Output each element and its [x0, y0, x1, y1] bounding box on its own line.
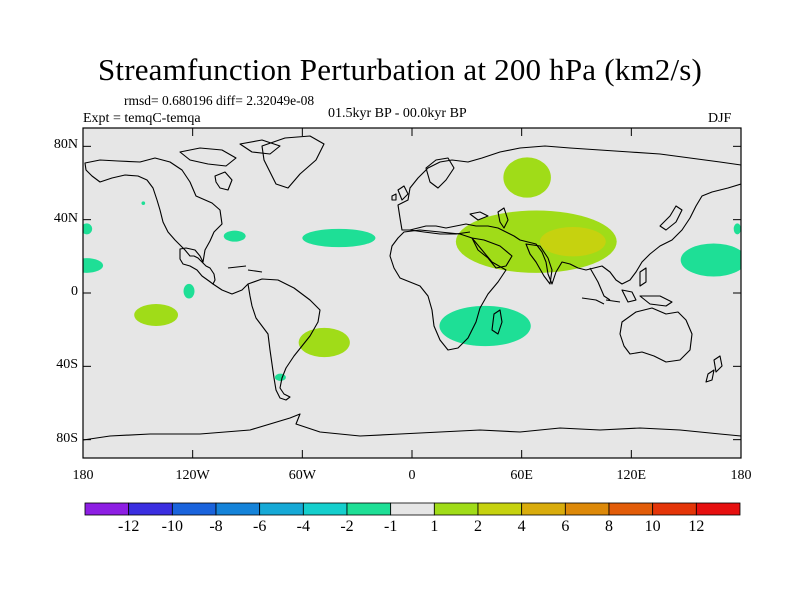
colorbar-swatch [390, 502, 435, 516]
axis-ticks [82, 128, 742, 458]
colorbar-swatch [346, 502, 392, 516]
hudson-bay-outline [214, 171, 233, 191]
anomaly-north-atlantic-negative [302, 228, 376, 248]
anomaly-tibet-core-positive [539, 227, 606, 257]
mediterranean-outline [409, 211, 489, 235]
arabia-coastline [471, 237, 513, 269]
africa-coastline [389, 229, 507, 351]
anomaly-layer [83, 157, 741, 382]
x-tick-label: 60E [510, 468, 533, 483]
colorbar-swatch [521, 502, 566, 516]
coastlines [83, 135, 741, 441]
x-tick-label: 120W [175, 468, 210, 483]
anomaly-west-pacific-negative [680, 243, 741, 277]
anomaly-south-pacific-positive [134, 304, 179, 326]
x-tick-label: 180 [72, 468, 94, 483]
colorbar-label: -10 [161, 518, 183, 535]
canadian-islands [179, 139, 281, 167]
anomaly-north-pacific-negative [141, 201, 146, 206]
anomaly-south-atlantic-positive [298, 327, 350, 358]
india-coastline [525, 243, 553, 285]
colorbar-swatch [564, 502, 610, 516]
colorbar-label: 12 [688, 518, 705, 535]
japan-coastline [659, 205, 683, 231]
new-zealand-coastline [705, 355, 723, 383]
x-tick-label: 180 [730, 468, 752, 483]
anomaly-southwest-atlantic-negative [274, 373, 286, 382]
colorbar-swatch [128, 502, 173, 516]
chart-title: Streamfunction Perturbation at 200 hPa (… [97, 52, 703, 87]
anomaly-dateline-east-negative [733, 223, 741, 235]
colorbar-label: -2 [340, 518, 354, 535]
colorbar [84, 502, 741, 516]
colorbar-swatch [215, 502, 261, 516]
antarctica-coastline [83, 413, 741, 441]
colorbar-swatch [477, 502, 523, 516]
colorbar-label: 10 [644, 518, 661, 535]
x-tick-label: 60W [288, 468, 316, 483]
colorbar-swatch [433, 502, 479, 516]
colorbar-swatch [608, 502, 654, 516]
colorbar-label: -4 [296, 518, 310, 535]
greenland-coastline [261, 135, 325, 189]
season-label: DJF [708, 111, 732, 126]
southeast-asia-coastline [581, 267, 673, 307]
x-tick-label: 120E [616, 468, 647, 483]
caspian-outline [497, 207, 509, 229]
anomaly-equatorial-pacific-negative [183, 283, 195, 299]
y-tick-label: 0 [71, 284, 78, 299]
colorbar-swatch [302, 502, 348, 516]
anomaly-east-pacific-negative [83, 258, 104, 273]
colorbar-label: -8 [209, 518, 223, 535]
colorbar-swatch [84, 502, 130, 516]
north-america-coastline [84, 157, 223, 285]
central-america-coastline [212, 283, 249, 295]
anomaly-gulf-of-mexico-negative [223, 230, 246, 242]
x-tick-label: 0 [408, 468, 416, 483]
stats-label: rmsd= 0.680196 diff= 2.32049e-08 [124, 93, 315, 108]
anomaly-dateline-north-negative [83, 223, 93, 235]
colorbar-label: 1 [430, 518, 439, 535]
anomaly-south-asia-positive [455, 210, 617, 273]
colorbar-label: -6 [252, 518, 267, 535]
colorbar-swatch [695, 502, 741, 516]
colorbar-swatch [259, 502, 304, 516]
colorbar-label: 2 [474, 518, 482, 535]
colorbar-label: -12 [117, 518, 140, 535]
colorbar-label: 8 [605, 518, 613, 535]
australia-coastline [619, 307, 693, 363]
british-isles-coastline [391, 185, 409, 201]
y-tick-label: 80S [56, 430, 78, 446]
colorbar-label: 6 [561, 518, 570, 535]
y-tick-label: 40S [56, 357, 78, 373]
colorbar-swatch [652, 502, 697, 516]
y-tick-label: 80N [53, 137, 78, 153]
caribbean-islands [227, 265, 263, 273]
period-label: 01.5kyr BP - 00.0kyr BP [328, 106, 467, 121]
colorbar-label: -1 [383, 518, 398, 535]
anomaly-central-asia-positive [503, 157, 551, 198]
colorbar-label: 4 [517, 518, 526, 535]
experiment-label: Expt = temqC-temqa [83, 111, 201, 126]
map-background [83, 128, 741, 458]
south-america-coastline [247, 278, 321, 401]
anomaly-indian-ocean-negative [439, 305, 531, 347]
y-tick-label: 40N [53, 210, 78, 226]
madagascar-coastline [491, 309, 503, 335]
colorbar-swatch [171, 502, 217, 516]
eurasia-coastline [397, 145, 741, 285]
scandinavia-coastline [425, 157, 455, 189]
